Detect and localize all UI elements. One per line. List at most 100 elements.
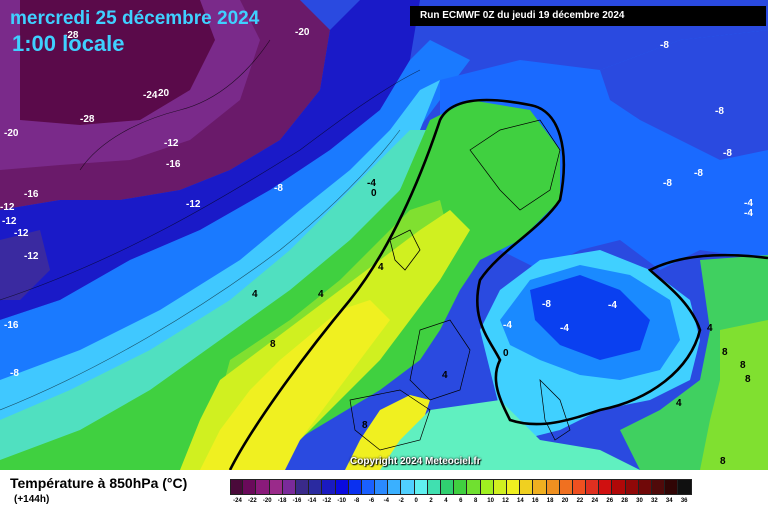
color-scale-tick-label: -16: [292, 498, 302, 504]
temp-label: -4: [367, 178, 376, 189]
color-scale-swatch: [520, 479, 534, 495]
color-scale-tick-label: 36: [680, 498, 688, 504]
temp-label: -20: [295, 27, 310, 38]
temp-label: -8: [660, 40, 669, 51]
color-scale-swatch: [441, 479, 455, 495]
color-scale-swatch: [493, 479, 507, 495]
legend-footer: Température à 850hPa (°C) (+144h) -24 -22…: [0, 470, 768, 512]
iberia-outline: [349, 389, 431, 451]
color-scale-swatch: [599, 479, 613, 495]
color-scale-swatch: [348, 479, 362, 495]
color-scale-tick-label: 32: [651, 498, 658, 504]
color-scale-swatch: [480, 479, 494, 495]
southeast-warm: [700, 320, 768, 470]
temp-label: 8: [722, 347, 728, 358]
temp-label: 20: [158, 88, 170, 99]
color-scale-tick-label: -12: [322, 498, 332, 504]
color-scale-tick-label: -2: [398, 498, 404, 504]
forecast-time-title: 1:00 locale: [12, 31, 125, 56]
color-scale-swatch: [375, 479, 389, 495]
temp-label: -12: [164, 138, 179, 149]
color-scale-swatch: [546, 479, 560, 495]
mild-region-green: [0, 100, 560, 470]
color-scale-tick-label: 2: [429, 498, 433, 504]
map-canvas: -28 -20 -24 20 -28 -20 -12 -16 -16 -12 -…: [0, 0, 768, 470]
temp-label: -16: [166, 159, 181, 170]
color-scale-tick-label: 22: [576, 498, 584, 504]
color-scale-swatch: [454, 479, 468, 495]
russia-cold: [600, 30, 768, 160]
mild-band-teal: [0, 130, 430, 470]
france-outline: [409, 319, 471, 401]
contour-line-cold: [0, 69, 421, 301]
color-scale-tick-label: -22: [248, 498, 257, 504]
color-scale-tick-label: -14: [307, 498, 317, 504]
cool-band-cyan: [0, 80, 440, 450]
color-scale-swatch: [388, 479, 402, 495]
color-scale-swatch: [506, 479, 521, 495]
color-scale-tick-label: -20: [262, 498, 272, 504]
color-scale-swatch: [665, 479, 679, 495]
contour-line-cool: [0, 129, 401, 411]
temp-label: 4: [707, 323, 713, 334]
color-scale-tick-label: 4: [444, 498, 448, 504]
color-scale-tick-label: 34: [665, 498, 673, 504]
color-scale-labels: -24 -22 -20 -18 -16 -14 -12 -10 -8 -6 -4 -2 0 2 4 6 8 10 1…: [230, 498, 692, 504]
color-scale-tick-label: 20: [561, 498, 569, 504]
temp-label: -8: [274, 183, 283, 194]
color-scale-swatch: [652, 479, 666, 495]
temp-label: 0: [371, 188, 377, 199]
temp-label: 0: [503, 348, 509, 359]
legend-title: Température à 850hPa (°C): [10, 475, 188, 491]
temp-label: -8: [694, 168, 703, 179]
temp-label: 8: [740, 360, 746, 371]
greenland-coast: [79, 39, 271, 171]
temp-label: -12: [0, 202, 15, 213]
color-scale-swatch: [678, 479, 692, 495]
temperature-map: -28 -20 -24 20 -28 -20 -12 -16 -16 -12 -…: [0, 0, 768, 470]
temp-label: -8: [542, 299, 551, 310]
temp-label: -8: [10, 368, 19, 379]
color-scale-swatch: [638, 479, 652, 495]
temp-label: 8: [270, 339, 276, 350]
color-scale-swatch: [625, 479, 639, 495]
color-scale-swatch: [533, 479, 547, 495]
temp-label: -20: [4, 128, 19, 139]
model-run-label: Run ECMWF 0Z du jeudi 19 décembre 2024: [410, 6, 766, 26]
temp-label: -12: [24, 251, 39, 262]
copyright-notice: Copyright 2024 Meteociel.fr: [350, 456, 481, 467]
color-scale-tick-label: 0: [414, 498, 418, 504]
color-scale-tick-label: 18: [546, 498, 554, 504]
color-scale-tick-label: 16: [531, 498, 539, 504]
color-scale-swatch: [414, 479, 428, 495]
color-scale-swatch: [309, 479, 323, 495]
color-scale-swatch: [559, 479, 573, 495]
temp-label: 4: [252, 289, 258, 300]
cold-pocket-west: [0, 230, 50, 300]
color-scale-swatch: [269, 479, 283, 495]
temp-label: 4: [442, 370, 448, 381]
color-scale-tick-label: 14: [517, 498, 524, 504]
color-scale-tick-label: 6: [459, 498, 463, 504]
color-scale-tick-label: -6: [368, 498, 375, 504]
temp-label: -4: [608, 300, 617, 311]
color-scale-swatch: [282, 479, 296, 495]
temp-label: 4: [676, 398, 682, 409]
color-scale-tick-label: -10: [337, 498, 347, 504]
color-scale-swatch: [612, 479, 626, 495]
color-scale-tick-label: -24: [233, 498, 242, 504]
temp-label: -4: [744, 208, 753, 219]
zero-isotherm: [228, 98, 768, 470]
color-scale-swatch: [361, 479, 376, 495]
color-scale-swatch: [295, 479, 310, 495]
cold-band-navy: [0, 0, 420, 320]
color-scale-swatch: [586, 479, 600, 495]
temp-label: 8: [720, 456, 726, 467]
color-scale-tick-label: 24: [591, 498, 599, 504]
temp-label: 4: [378, 262, 384, 273]
color-scale-swatch: [335, 479, 349, 495]
temp-label: -4: [503, 320, 512, 331]
temp-label: -12: [14, 228, 29, 239]
color-scale-tick-label: -18: [277, 498, 287, 504]
temp-label: -12: [2, 216, 17, 227]
